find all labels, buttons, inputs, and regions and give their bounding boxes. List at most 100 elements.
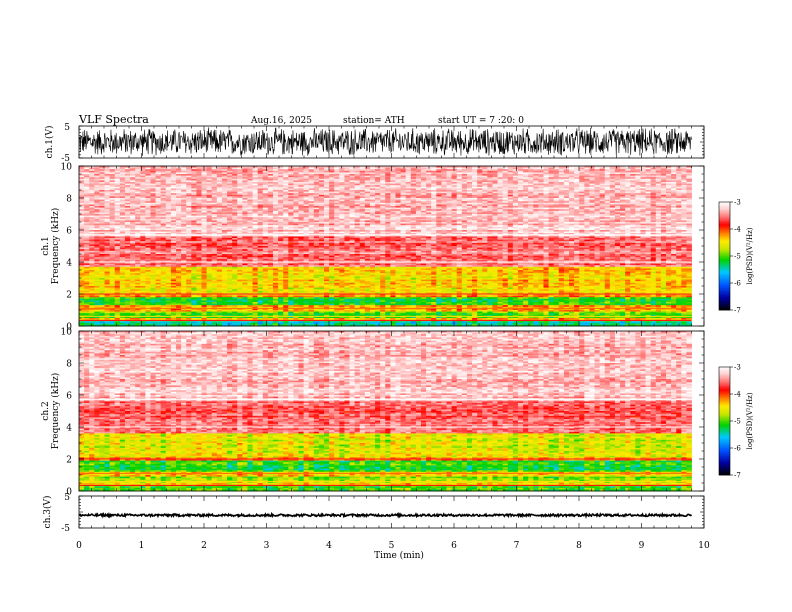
spectrogram-cell — [543, 182, 549, 184]
spectrogram-cell — [221, 214, 228, 216]
spectrogram-cell — [579, 177, 585, 180]
spectrogram-cell — [135, 178, 141, 181]
spectrogram-cell — [196, 185, 202, 188]
spectrogram-cell — [686, 214, 692, 216]
spectrogram-cell — [415, 178, 422, 181]
spectrogram-cell — [543, 191, 549, 194]
spectrogram-cell — [466, 180, 473, 183]
spectrogram-cell — [257, 218, 264, 221]
spectrogram-cell — [538, 170, 544, 173]
spectrogram-cell — [303, 183, 310, 186]
spectrogram-cell — [283, 185, 289, 188]
spectrogram-cell — [155, 202, 162, 205]
spectrogram-cell — [160, 196, 167, 199]
spectrogram-cell — [278, 214, 284, 216]
spectrogram-cell — [569, 209, 575, 212]
spectrogram-cell — [380, 186, 386, 189]
spectrogram-cell — [594, 212, 601, 215]
spectrogram-cell — [507, 198, 514, 200]
spectrogram-cell — [175, 198, 182, 200]
spectrogram-cell — [334, 215, 340, 218]
spectrogram-cell — [150, 169, 156, 172]
spectrogram-cell — [523, 215, 529, 218]
spectrogram-cell — [359, 170, 366, 173]
spectrogram-cell — [426, 193, 432, 196]
spectrogram-cell — [431, 182, 437, 184]
spectrogram-cell — [380, 170, 386, 173]
spectrogram-cell — [364, 194, 371, 197]
spectrogram-cell — [104, 188, 111, 191]
spectrogram-cell — [635, 217, 641, 220]
spectrogram-cell — [482, 174, 488, 176]
spectrogram-cell — [375, 186, 381, 189]
spectrogram-cell — [385, 185, 391, 188]
spectrogram-cell — [426, 182, 432, 184]
spectrogram-cell — [604, 214, 611, 216]
spectrogram-cell — [461, 193, 468, 196]
spectrogram-cell — [308, 166, 315, 168]
spectrogram-cell — [288, 172, 294, 175]
spectrogram-cell — [482, 182, 488, 184]
spectrogram-cell — [446, 186, 452, 189]
spectrogram-cell — [369, 167, 376, 170]
spectrogram-cell — [262, 202, 269, 205]
spectrogram-cell — [512, 193, 519, 196]
spectrogram-cell — [375, 188, 381, 191]
spectrogram-cell — [441, 178, 447, 181]
spectrogram-cell — [548, 174, 555, 176]
spectrogram-cell — [84, 190, 90, 192]
spectrogram-cell — [517, 178, 524, 181]
spectrogram-cell — [364, 196, 371, 199]
spectrogram-cell — [614, 209, 621, 212]
spectrogram-cell — [354, 170, 361, 173]
spectrogram-cell — [257, 198, 264, 200]
spectrogram-cell — [237, 180, 243, 183]
spectrogram-cell — [318, 209, 325, 212]
spectrogram-cell — [405, 212, 412, 215]
spectrogram-cell — [482, 209, 488, 212]
spectrogram-cell — [313, 215, 320, 218]
spectrogram-cell — [558, 214, 565, 216]
spectrogram-cell — [329, 188, 335, 191]
spectrogram-cell — [681, 194, 687, 197]
spectrogram-cell — [671, 185, 677, 188]
spectrogram-cell — [395, 193, 401, 196]
spectrogram-cell — [84, 180, 90, 183]
spectrogram-cell — [385, 212, 391, 215]
spectrogram-cell — [548, 201, 555, 204]
spectrogram-cell — [293, 180, 299, 183]
spectrogram-cell — [278, 196, 284, 199]
spectrogram-cell — [104, 194, 111, 197]
spectrogram-cell — [84, 194, 90, 197]
spectrogram-cell — [507, 166, 514, 168]
spectrogram-cell — [242, 170, 248, 173]
spectrogram-cell — [237, 204, 243, 207]
spectrogram-cell — [523, 199, 529, 202]
spectrogram-cell — [563, 202, 570, 205]
spectrogram-cell — [206, 170, 213, 173]
spectrogram-cell — [191, 174, 197, 176]
spectrogram-cell — [232, 194, 238, 197]
spectrogram-cell — [124, 174, 131, 176]
spectrogram-cell — [267, 199, 274, 202]
spectrogram-cell — [512, 170, 519, 173]
spectrogram-cell — [630, 191, 636, 194]
spectrogram-cell — [497, 196, 504, 199]
spectrogram-cell — [267, 193, 274, 196]
spectrogram-cell — [369, 210, 376, 213]
spectrogram-cell — [614, 204, 621, 207]
spectrogram-cell — [334, 188, 340, 191]
spectrogram-cell — [165, 191, 172, 194]
spectrogram-cell — [574, 186, 580, 189]
spectrogram-cell — [410, 212, 417, 215]
spectrogram-cell — [385, 175, 391, 178]
spectrogram-cell — [99, 196, 105, 199]
spectrogram-cell — [369, 177, 376, 180]
spectrogram-cell — [415, 212, 422, 215]
spectrogram-cell — [441, 170, 447, 173]
spectrogram-cell — [589, 204, 595, 207]
spectrogram-cell — [313, 193, 320, 196]
spectrogram-cell — [242, 174, 248, 176]
spectrogram-cell — [446, 210, 452, 213]
